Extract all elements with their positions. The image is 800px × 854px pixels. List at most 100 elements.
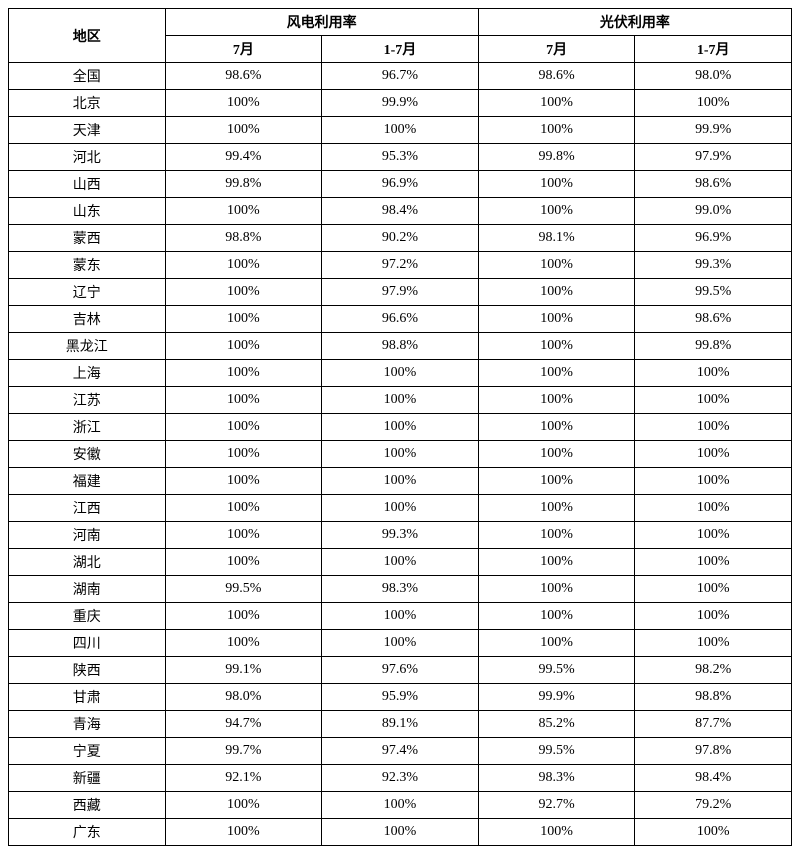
cell-wind-jan-jul: 100% [322,387,479,414]
cell-region: 宁夏 [9,738,166,765]
cell-wind-jan-jul: 100% [322,117,479,144]
cell-solar-jul: 99.5% [478,657,635,684]
cell-wind-jul: 100% [165,279,322,306]
cell-wind-jul: 98.0% [165,684,322,711]
cell-region: 上海 [9,360,166,387]
cell-wind-jul: 100% [165,387,322,414]
cell-wind-jan-jul: 98.4% [322,198,479,225]
cell-wind-jul: 100% [165,360,322,387]
cell-solar-jul: 100% [478,468,635,495]
cell-wind-jul: 100% [165,198,322,225]
table-row: 蒙东100%97.2%100%99.3% [9,252,792,279]
table-row: 湖南99.5%98.3%100%100% [9,576,792,603]
cell-region: 西藏 [9,792,166,819]
cell-region: 新疆 [9,765,166,792]
cell-region: 河北 [9,144,166,171]
cell-wind-jan-jul: 96.6% [322,306,479,333]
cell-wind-jul: 100% [165,441,322,468]
cell-solar-jul: 100% [478,495,635,522]
cell-wind-jan-jul: 89.1% [322,711,479,738]
cell-solar-jan-jul: 100% [635,549,792,576]
cell-region: 安徽 [9,441,166,468]
cell-wind-jul: 94.7% [165,711,322,738]
cell-wind-jul: 100% [165,522,322,549]
cell-region: 四川 [9,630,166,657]
cell-solar-jul: 100% [478,387,635,414]
table-row: 浙江100%100%100%100% [9,414,792,441]
cell-solar-jul: 100% [478,252,635,279]
cell-solar-jan-jul: 100% [635,576,792,603]
cell-solar-jan-jul: 100% [635,441,792,468]
cell-wind-jul: 100% [165,549,322,576]
table-row: 福建100%100%100%100% [9,468,792,495]
cell-wind-jan-jul: 96.7% [322,63,479,90]
table-row: 全国98.6%96.7%98.6%98.0% [9,63,792,90]
cell-solar-jan-jul: 97.8% [635,738,792,765]
cell-wind-jan-jul: 100% [322,630,479,657]
cell-solar-jul: 100% [478,117,635,144]
cell-region: 天津 [9,117,166,144]
cell-wind-jul: 99.5% [165,576,322,603]
cell-region: 辽宁 [9,279,166,306]
table-row: 山东100%98.4%100%99.0% [9,198,792,225]
cell-wind-jan-jul: 100% [322,495,479,522]
header-wind-jan-jul: 1-7月 [322,36,479,63]
table-row: 河南100%99.3%100%100% [9,522,792,549]
table-row: 江西100%100%100%100% [9,495,792,522]
cell-wind-jul: 100% [165,414,322,441]
cell-solar-jul: 100% [478,576,635,603]
cell-wind-jul: 100% [165,792,322,819]
cell-region: 青海 [9,711,166,738]
cell-solar-jan-jul: 100% [635,630,792,657]
table-row: 西藏100%100%92.7%79.2% [9,792,792,819]
cell-wind-jul: 100% [165,468,322,495]
cell-wind-jan-jul: 99.9% [322,90,479,117]
utilization-table: 地区 风电利用率 光伏利用率 7月 1-7月 7月 1-7月 全国98.6%96… [8,8,792,846]
cell-solar-jul: 98.3% [478,765,635,792]
cell-wind-jan-jul: 97.6% [322,657,479,684]
header-solar-jul: 7月 [478,36,635,63]
cell-solar-jan-jul: 100% [635,387,792,414]
table-row: 四川100%100%100%100% [9,630,792,657]
cell-solar-jul: 100% [478,414,635,441]
cell-region: 陕西 [9,657,166,684]
header-wind-jul: 7月 [165,36,322,63]
table-row: 蒙西98.8%90.2%98.1%96.9% [9,225,792,252]
header-wind: 风电利用率 [165,9,478,36]
cell-region: 江西 [9,495,166,522]
cell-wind-jul: 99.4% [165,144,322,171]
table-row: 天津100%100%100%99.9% [9,117,792,144]
cell-wind-jan-jul: 97.9% [322,279,479,306]
cell-wind-jan-jul: 98.3% [322,576,479,603]
cell-solar-jul: 100% [478,630,635,657]
cell-solar-jul: 100% [478,171,635,198]
cell-solar-jan-jul: 98.8% [635,684,792,711]
cell-solar-jan-jul: 98.0% [635,63,792,90]
cell-solar-jan-jul: 100% [635,819,792,846]
cell-wind-jul: 99.7% [165,738,322,765]
cell-solar-jul: 100% [478,333,635,360]
header-row-1: 地区 风电利用率 光伏利用率 [9,9,792,36]
cell-wind-jan-jul: 95.3% [322,144,479,171]
cell-wind-jan-jul: 100% [322,819,479,846]
cell-wind-jul: 100% [165,90,322,117]
cell-wind-jul: 100% [165,495,322,522]
cell-region: 山西 [9,171,166,198]
cell-wind-jul: 100% [165,117,322,144]
cell-solar-jul: 100% [478,522,635,549]
cell-wind-jul: 100% [165,603,322,630]
cell-solar-jan-jul: 100% [635,360,792,387]
cell-wind-jan-jul: 97.4% [322,738,479,765]
cell-solar-jan-jul: 98.4% [635,765,792,792]
cell-solar-jan-jul: 100% [635,414,792,441]
cell-region: 甘肃 [9,684,166,711]
cell-solar-jul: 92.7% [478,792,635,819]
table-row: 河北99.4%95.3%99.8%97.9% [9,144,792,171]
cell-solar-jul: 99.5% [478,738,635,765]
cell-region: 山东 [9,198,166,225]
cell-solar-jan-jul: 100% [635,468,792,495]
cell-region: 河南 [9,522,166,549]
cell-solar-jan-jul: 100% [635,90,792,117]
cell-region: 广东 [9,819,166,846]
cell-wind-jul: 92.1% [165,765,322,792]
